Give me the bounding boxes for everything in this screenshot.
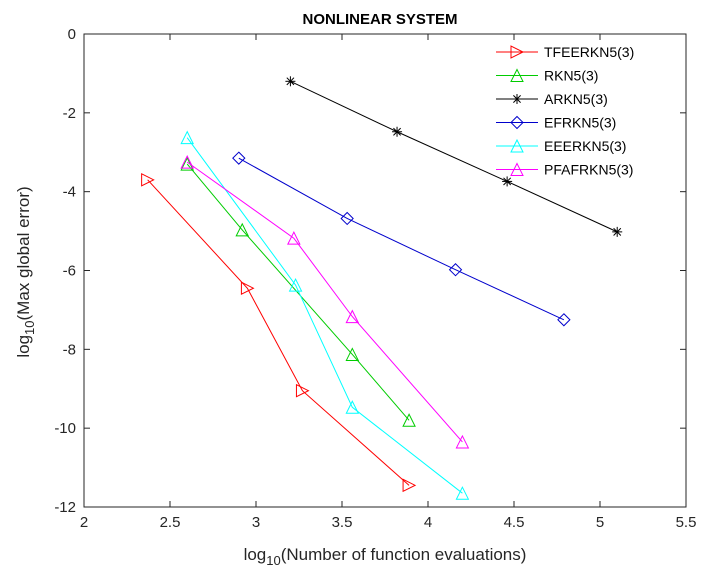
y-axis-label-prefix: log (14, 335, 33, 358)
plot-area: 2 2.5 3 3.5 4 4.5 5 5.5 0 -2 -4 -6 -8 -10 -12 (54, 26, 696, 531)
x-tick-label: 4.5 (504, 514, 525, 531)
data-point (557, 313, 571, 327)
legend-label: TFEERKN5(3) (544, 44, 634, 60)
x-tick-label: 4 (424, 514, 432, 531)
y-tick-label: -6 (63, 263, 76, 280)
data-point (232, 151, 246, 165)
legend-entry: RKN5(3) (496, 68, 598, 84)
legend-marker (510, 138, 524, 153)
series-line (147, 179, 410, 486)
data-point (448, 263, 463, 277)
series-3 (285, 76, 623, 237)
x-axis-label-prefix: log (244, 545, 267, 564)
series-5 (180, 130, 470, 500)
asterisk-stroke (286, 77, 295, 86)
legend-label: PFAFRKN5(3) (544, 162, 633, 178)
data-point (402, 413, 416, 427)
x-axis-label-subscript: 10 (266, 553, 280, 568)
series-line (238, 157, 565, 321)
data-point (455, 434, 470, 449)
legend-marker (510, 162, 524, 176)
legend-label: EEERKN5(3) (544, 138, 626, 154)
data-point (180, 154, 195, 169)
asterisk-stroke (393, 127, 401, 136)
data-point (288, 277, 303, 292)
data-point (180, 130, 195, 145)
data-point (612, 226, 623, 237)
asterisk-stroke (613, 227, 622, 236)
data-point (287, 231, 301, 245)
series-line (290, 80, 618, 233)
x-tick-label: 2.5 (160, 514, 181, 531)
series-6 (180, 154, 470, 449)
x-tick-label: 3 (252, 514, 260, 531)
data-point (455, 486, 470, 500)
legend-marker (510, 45, 525, 59)
data-point (141, 173, 155, 187)
y-axis-label-suffix: (Max global error) (14, 186, 33, 320)
legend-label: ARKN5(3) (544, 91, 608, 107)
x-tick-label: 3.5 (332, 514, 353, 531)
series-4 (232, 151, 571, 327)
x-tick-label: 5.5 (676, 514, 697, 531)
legend-marker (510, 68, 524, 82)
x-tick-label: 2 (80, 514, 88, 531)
legend-entry: EFRKN5(3) (496, 115, 616, 131)
series-line (186, 163, 410, 421)
legend-marker (510, 115, 524, 130)
data-point (345, 400, 360, 414)
y-tick-label: -12 (54, 499, 76, 516)
series-line (186, 161, 463, 443)
data-point (295, 383, 310, 398)
x-axis-label: log10(Number of function evaluations) (244, 545, 527, 568)
x-tick-label: 5 (596, 514, 604, 531)
data-point (240, 281, 255, 296)
asterisk-stroke (503, 177, 512, 186)
y-tick-label: 0 (68, 26, 76, 43)
y-tick-label: -10 (54, 420, 76, 437)
y-tick-label: -8 (63, 341, 76, 358)
series-1 (141, 173, 417, 493)
data-point (235, 222, 250, 237)
data-point (340, 211, 354, 226)
legend-entry: EEERKN5(3) (496, 138, 626, 154)
x-axis-label-suffix: (Number of function evaluations) (281, 545, 527, 564)
chart-title: NONLINEAR SYSTEM (302, 11, 457, 28)
legend-entry: TFEERKN5(3) (496, 44, 634, 60)
y-axis-label-subscript: 10 (22, 321, 37, 335)
asterisk-stroke (513, 95, 521, 103)
legend-label: RKN5(3) (544, 68, 598, 84)
y-tick-label: -4 (63, 184, 76, 201)
legend-entry: PFAFRKN5(3) (496, 162, 633, 178)
data-point (345, 309, 360, 324)
series-line (186, 137, 463, 494)
legend-label: EFRKN5(3) (544, 115, 616, 131)
data-point (402, 478, 417, 493)
data-point (345, 347, 360, 361)
legend: TFEERKN5(3) RKN5(3) ARKN5(3) EFRKN5(3) EEERK… (496, 44, 634, 178)
data-point (502, 176, 513, 187)
data-point (285, 76, 296, 87)
legend-marker (512, 94, 522, 104)
legend-entry: ARKN5(3) (496, 91, 608, 107)
data-point (392, 126, 403, 137)
y-tick-label: -2 (63, 105, 76, 122)
y-axis-label: log10(Max global error) (14, 186, 37, 357)
